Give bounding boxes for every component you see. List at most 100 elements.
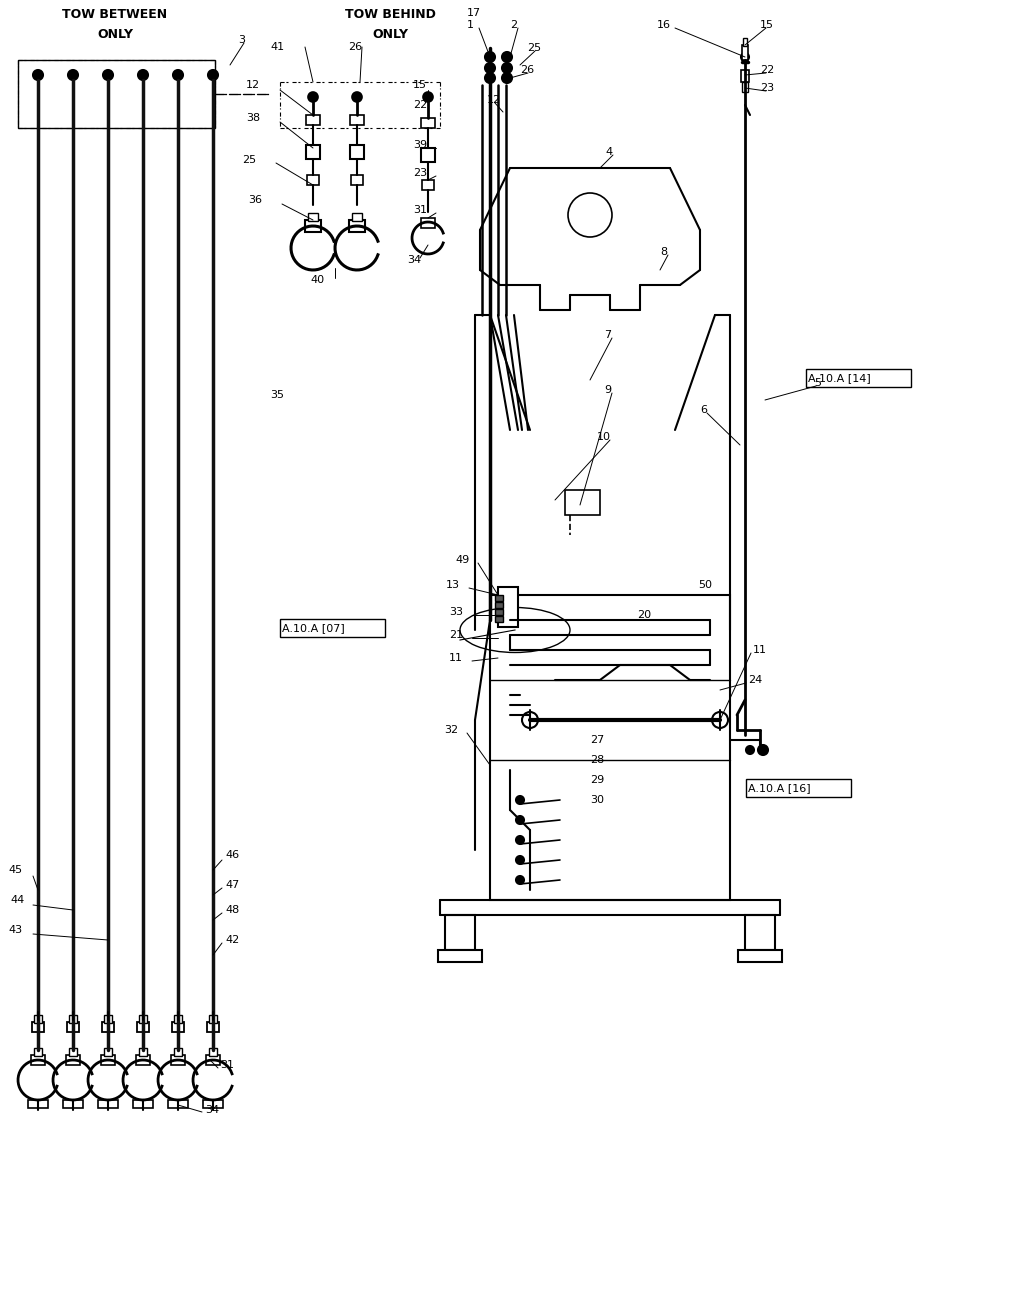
Text: 26: 26 [520, 65, 534, 76]
Text: 15: 15 [760, 20, 774, 30]
Text: 43: 43 [8, 925, 23, 936]
Bar [69, 1015, 77, 1023]
Text: 11: 11 [753, 645, 767, 655]
Text: 41: 41 [270, 42, 284, 52]
Bar [104, 1048, 112, 1055]
Bar [742, 46, 748, 60]
Text: 4: 4 [605, 147, 612, 156]
Bar [742, 82, 748, 93]
Bar [34, 1048, 42, 1055]
Text: 1: 1 [468, 20, 474, 30]
Text: 10: 10 [597, 433, 611, 442]
Bar [203, 1100, 223, 1108]
Bar [421, 149, 435, 162]
Bar [351, 175, 363, 185]
Text: 7: 7 [604, 330, 611, 340]
Bar [306, 115, 320, 125]
Text: 8: 8 [660, 248, 667, 257]
Bar [350, 115, 364, 125]
Text: 24: 24 [748, 675, 762, 685]
Text: 3: 3 [238, 35, 244, 46]
Text: 31: 31 [413, 205, 427, 215]
Text: A.10.A [14]: A.10.A [14] [808, 373, 871, 383]
Bar [101, 1055, 115, 1065]
Circle shape [308, 93, 318, 102]
Text: 40: 40 [310, 275, 324, 285]
Bar [350, 145, 364, 159]
Text: 22: 22 [760, 65, 774, 76]
Bar [280, 619, 385, 637]
Text: 25: 25 [242, 155, 256, 165]
Text: 21: 21 [449, 629, 463, 640]
Bar [136, 1055, 150, 1065]
Bar [565, 490, 601, 515]
Bar [66, 1055, 80, 1065]
Bar [104, 1015, 112, 1023]
Bar [422, 180, 434, 190]
Circle shape [422, 93, 433, 102]
Text: 38: 38 [246, 113, 260, 122]
Text: TOW BEHIND: TOW BEHIND [345, 8, 436, 21]
Text: 27: 27 [590, 735, 605, 745]
Bar [349, 220, 365, 232]
Text: 32: 32 [444, 724, 458, 735]
Text: 13: 13 [446, 580, 460, 590]
Text: 25: 25 [527, 43, 541, 53]
Circle shape [712, 711, 728, 728]
Bar [438, 950, 482, 962]
Circle shape [516, 837, 524, 844]
Circle shape [485, 63, 495, 73]
Bar [495, 609, 503, 615]
Text: ONLY: ONLY [372, 27, 408, 40]
Text: 12: 12 [246, 79, 260, 90]
Circle shape [516, 796, 524, 804]
Bar [743, 38, 747, 46]
Circle shape [33, 70, 43, 79]
Bar [209, 1048, 217, 1055]
Bar [738, 950, 782, 962]
Text: 23: 23 [413, 168, 428, 179]
Text: 26: 26 [348, 42, 362, 52]
Text: 2: 2 [510, 20, 517, 30]
Text: 48: 48 [225, 906, 239, 915]
Circle shape [502, 63, 512, 73]
Text: 35: 35 [270, 390, 284, 400]
Text: 31: 31 [220, 1061, 234, 1070]
Circle shape [502, 52, 512, 63]
Circle shape [138, 70, 148, 79]
Bar [69, 1048, 77, 1055]
Bar [32, 1022, 44, 1032]
Text: 45: 45 [8, 865, 23, 876]
Circle shape [758, 745, 768, 754]
Text: 29: 29 [590, 775, 605, 784]
Bar [745, 915, 775, 950]
Text: 9: 9 [604, 384, 611, 395]
Text: 49: 49 [455, 555, 470, 566]
Text: A.10.A [07]: A.10.A [07] [282, 623, 345, 633]
Bar [209, 1015, 217, 1023]
Bar [746, 779, 851, 797]
Circle shape [103, 70, 113, 79]
Bar [305, 220, 321, 232]
Circle shape [516, 856, 524, 864]
Bar [495, 602, 503, 609]
Bar [34, 1015, 42, 1023]
Circle shape [516, 816, 524, 823]
Bar [172, 1022, 184, 1032]
Circle shape [208, 70, 218, 79]
Bar [207, 1022, 219, 1032]
Bar [498, 586, 518, 627]
Bar [171, 1055, 185, 1065]
Bar [421, 119, 435, 128]
Bar [307, 175, 319, 185]
Bar [174, 1048, 182, 1055]
Text: 50: 50 [698, 580, 712, 590]
Text: TOW BETWEEN: TOW BETWEEN [62, 8, 168, 21]
Bar [206, 1055, 220, 1065]
Text: 5: 5 [814, 378, 821, 388]
Text: 34: 34 [205, 1105, 219, 1115]
Bar [174, 1015, 182, 1023]
Text: 16: 16 [657, 20, 671, 30]
Bar [168, 1100, 188, 1108]
Text: 20: 20 [637, 610, 651, 620]
